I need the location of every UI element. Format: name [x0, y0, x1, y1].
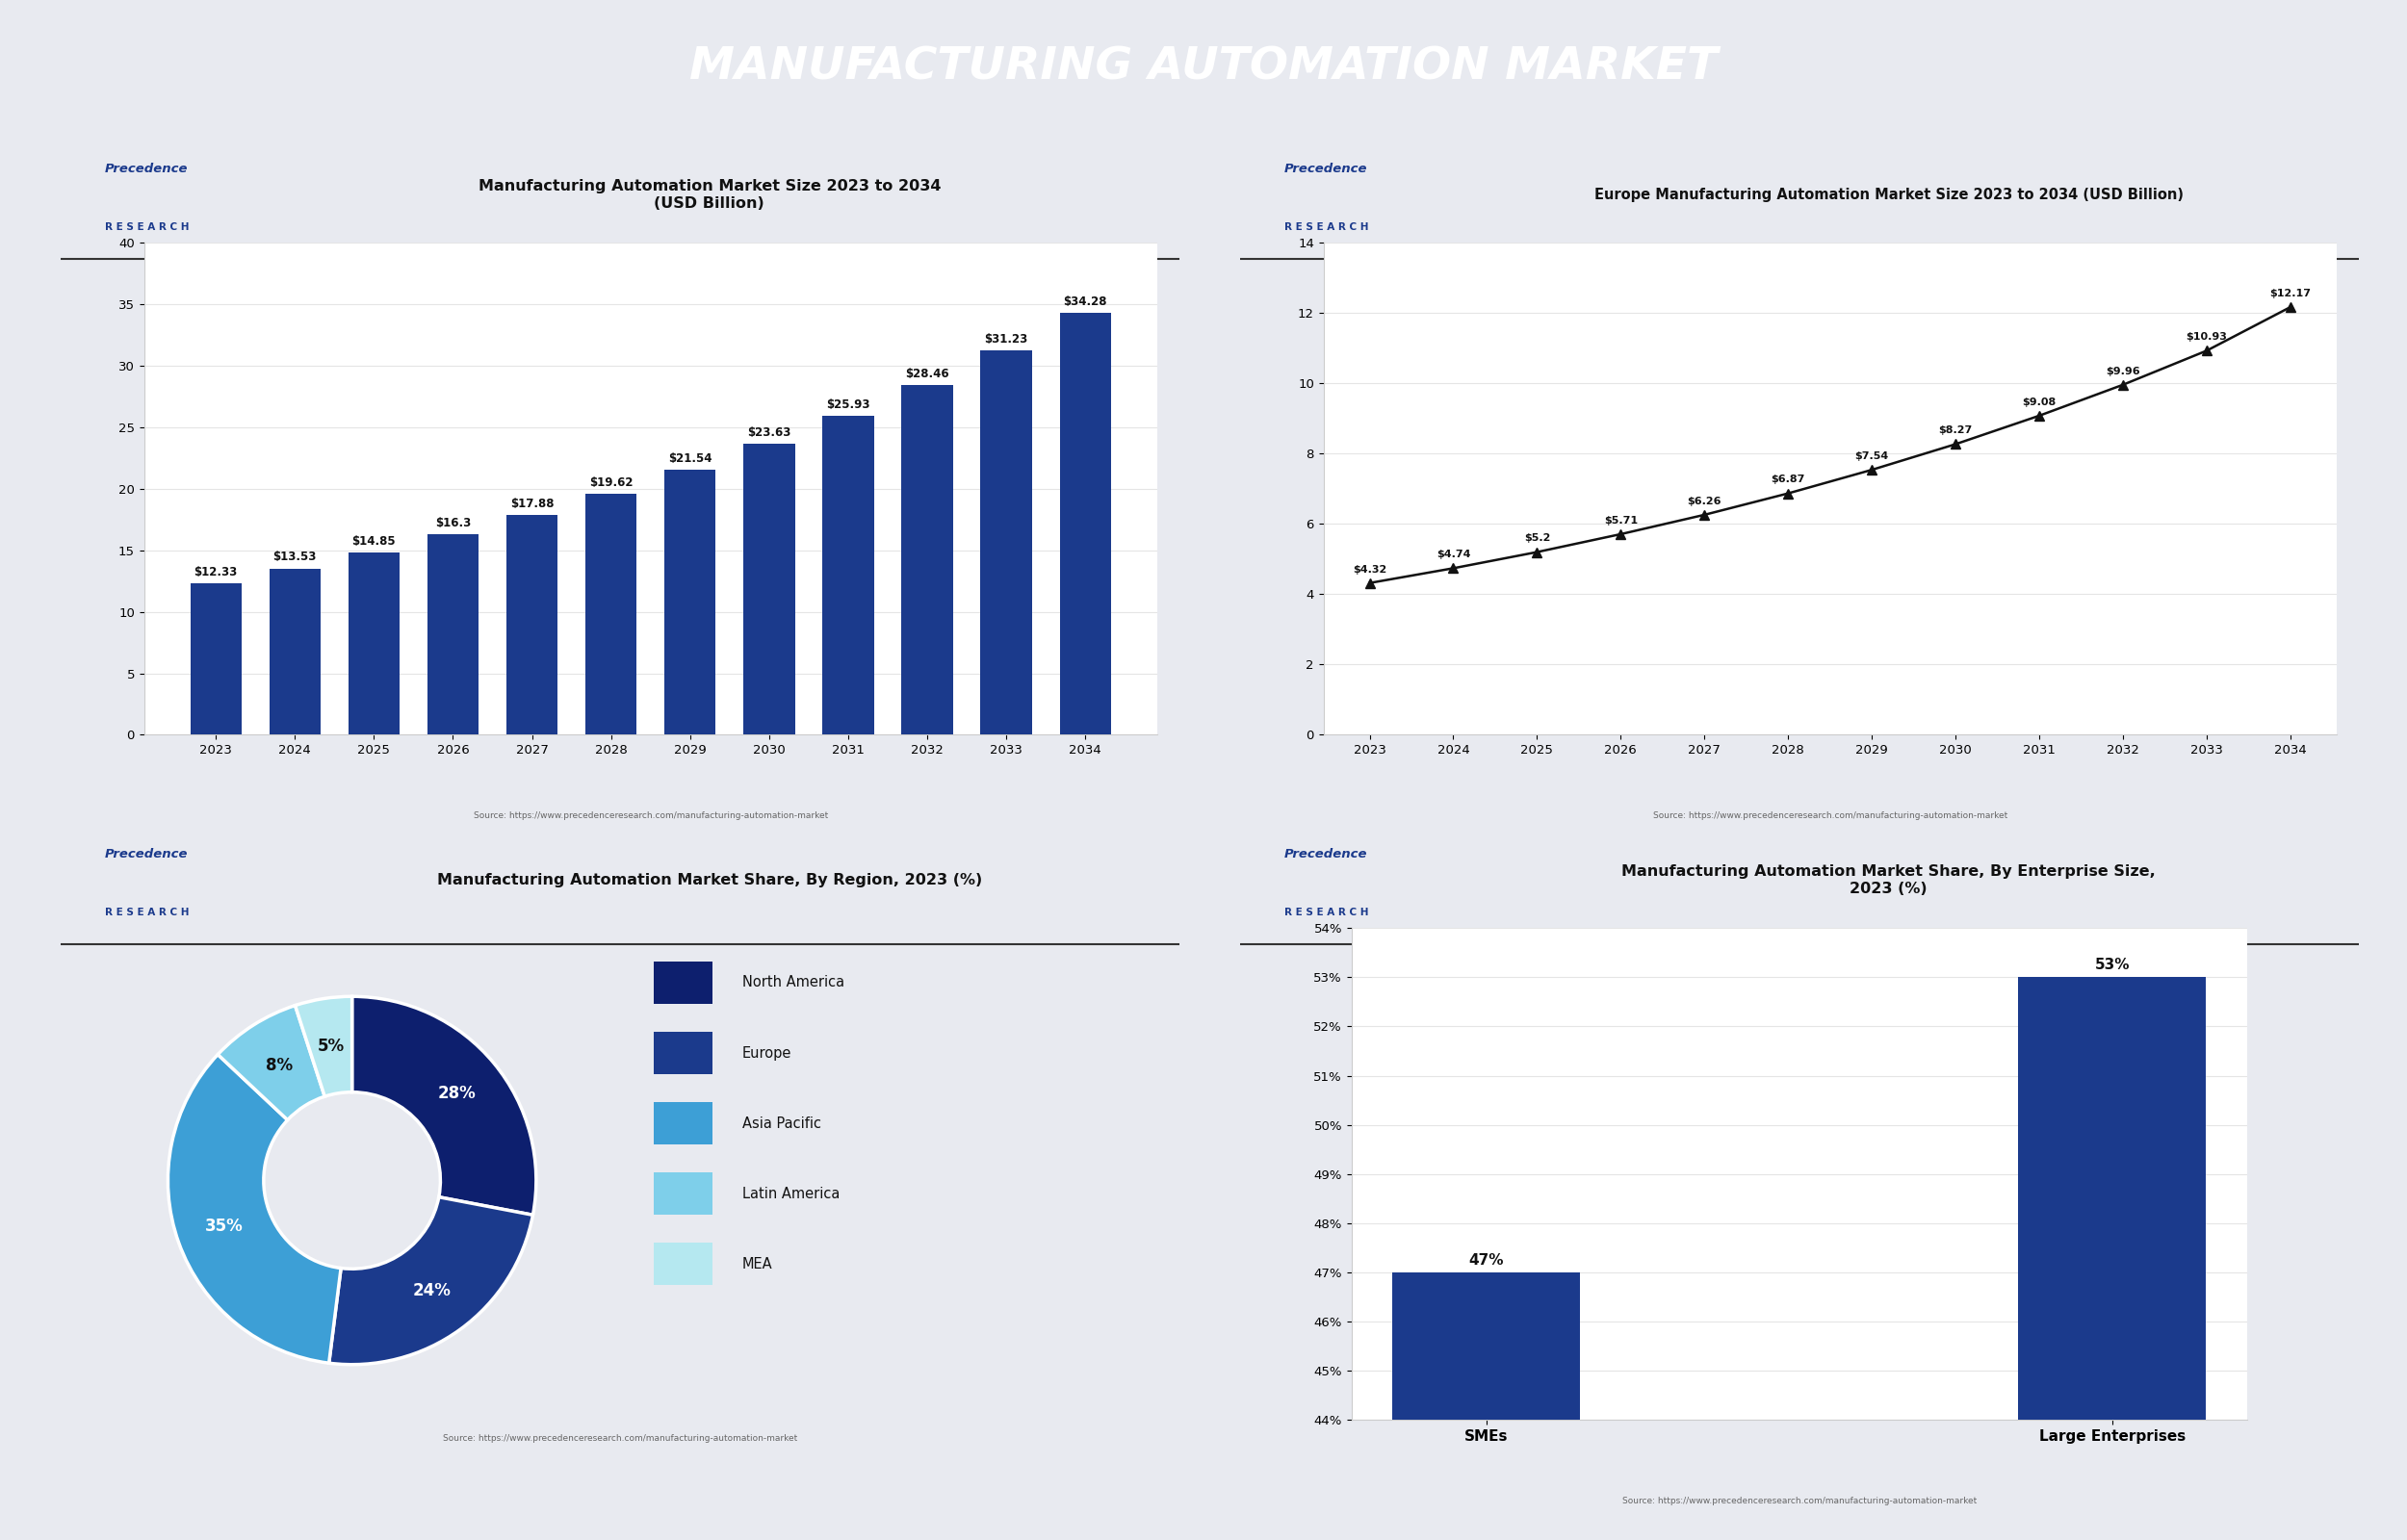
- Text: $19.62: $19.62: [590, 476, 633, 488]
- Text: $4.74: $4.74: [1437, 550, 1471, 559]
- Wedge shape: [168, 1055, 342, 1363]
- Text: 35%: 35%: [205, 1218, 243, 1235]
- Text: Precedence: Precedence: [106, 163, 188, 176]
- Text: $9.08: $9.08: [2022, 397, 2056, 407]
- Bar: [744, 444, 794, 735]
- Text: R E S E A R C H: R E S E A R C H: [106, 907, 190, 916]
- Text: $10.93: $10.93: [2186, 333, 2226, 342]
- Text: $12.33: $12.33: [195, 565, 238, 578]
- Bar: [505, 514, 558, 735]
- Bar: [652, 961, 712, 1004]
- Text: $31.23: $31.23: [984, 333, 1028, 345]
- Text: $14.85: $14.85: [351, 534, 395, 547]
- Text: $12.17: $12.17: [2270, 288, 2311, 299]
- Text: $13.53: $13.53: [272, 551, 318, 564]
- Text: $28.46: $28.46: [905, 367, 948, 380]
- Text: Source: https://www.precedenceresearch.com/manufacturing-automation-market: Source: https://www.precedenceresearch.c…: [474, 812, 828, 819]
- Bar: [823, 416, 874, 735]
- Wedge shape: [217, 1006, 325, 1120]
- Text: MANUFACTURING AUTOMATION MARKET: MANUFACTURING AUTOMATION MARKET: [688, 46, 1719, 89]
- Bar: [2019, 978, 2207, 1540]
- Bar: [980, 351, 1033, 735]
- Text: $16.3: $16.3: [436, 517, 472, 530]
- Text: $6.26: $6.26: [1687, 496, 1721, 507]
- Text: $34.28: $34.28: [1064, 296, 1107, 308]
- Text: $7.54: $7.54: [1856, 451, 1889, 460]
- Bar: [1391, 1272, 1579, 1540]
- Text: Manufacturing Automation Market Size 2023 to 2034
(USD Billion): Manufacturing Automation Market Size 202…: [479, 179, 941, 211]
- Text: Precedence: Precedence: [106, 849, 188, 861]
- Text: Source: https://www.precedenceresearch.com/manufacturing-automation-market: Source: https://www.precedenceresearch.c…: [1654, 812, 2007, 819]
- Text: Precedence: Precedence: [1285, 849, 1367, 861]
- Text: $5.71: $5.71: [1603, 516, 1637, 525]
- Text: North America: North America: [741, 975, 845, 990]
- Text: 8%: 8%: [265, 1056, 294, 1073]
- Bar: [1059, 313, 1112, 735]
- Bar: [903, 385, 953, 735]
- Text: 47%: 47%: [1468, 1254, 1504, 1267]
- Text: R E S E A R C H: R E S E A R C H: [1285, 907, 1370, 916]
- Text: 5%: 5%: [318, 1038, 344, 1055]
- Bar: [428, 534, 479, 735]
- Text: R E S E A R C H: R E S E A R C H: [1285, 222, 1370, 231]
- Text: R E S E A R C H: R E S E A R C H: [106, 222, 190, 231]
- Text: Source: https://www.precedenceresearch.com/manufacturing-automation-market: Source: https://www.precedenceresearch.c…: [443, 1434, 797, 1443]
- Text: Europe Manufacturing Automation Market Size 2023 to 2034 (USD Billion): Europe Manufacturing Automation Market S…: [1593, 188, 2183, 202]
- Text: Source: https://www.precedenceresearch.com/manufacturing-automation-market: Source: https://www.precedenceresearch.c…: [1622, 1497, 1976, 1505]
- Text: $21.54: $21.54: [669, 453, 712, 465]
- Wedge shape: [330, 1197, 532, 1364]
- Text: $8.27: $8.27: [1938, 425, 1974, 436]
- Text: $4.32: $4.32: [1353, 565, 1386, 574]
- Text: 28%: 28%: [438, 1086, 477, 1103]
- Text: Manufacturing Automation Market Share, By Enterprise Size,
2023 (%): Manufacturing Automation Market Share, B…: [1622, 864, 2157, 896]
- Text: Latin America: Latin America: [741, 1186, 840, 1201]
- Bar: [190, 584, 241, 735]
- Text: $23.63: $23.63: [746, 427, 792, 439]
- Text: $6.87: $6.87: [1772, 474, 1805, 485]
- Text: $5.2: $5.2: [1524, 534, 1550, 544]
- Text: Precedence: Precedence: [1285, 163, 1367, 176]
- Bar: [585, 493, 638, 735]
- Text: Europe: Europe: [741, 1046, 792, 1060]
- Bar: [652, 1032, 712, 1073]
- Text: $9.96: $9.96: [2106, 367, 2140, 376]
- Wedge shape: [351, 996, 537, 1215]
- Text: MEA: MEA: [741, 1257, 773, 1270]
- Bar: [664, 470, 715, 735]
- Text: 24%: 24%: [414, 1281, 450, 1300]
- Text: $17.88: $17.88: [510, 497, 554, 510]
- Bar: [652, 1103, 712, 1144]
- Text: $25.93: $25.93: [826, 399, 869, 411]
- Bar: [349, 553, 400, 735]
- Text: Asia Pacific: Asia Pacific: [741, 1116, 821, 1130]
- Bar: [652, 1172, 712, 1215]
- Text: Manufacturing Automation Market Share, By Region, 2023 (%): Manufacturing Automation Market Share, B…: [436, 873, 982, 887]
- Bar: [652, 1243, 712, 1284]
- Text: 53%: 53%: [2094, 958, 2130, 972]
- Bar: [270, 568, 320, 735]
- Wedge shape: [296, 996, 351, 1096]
